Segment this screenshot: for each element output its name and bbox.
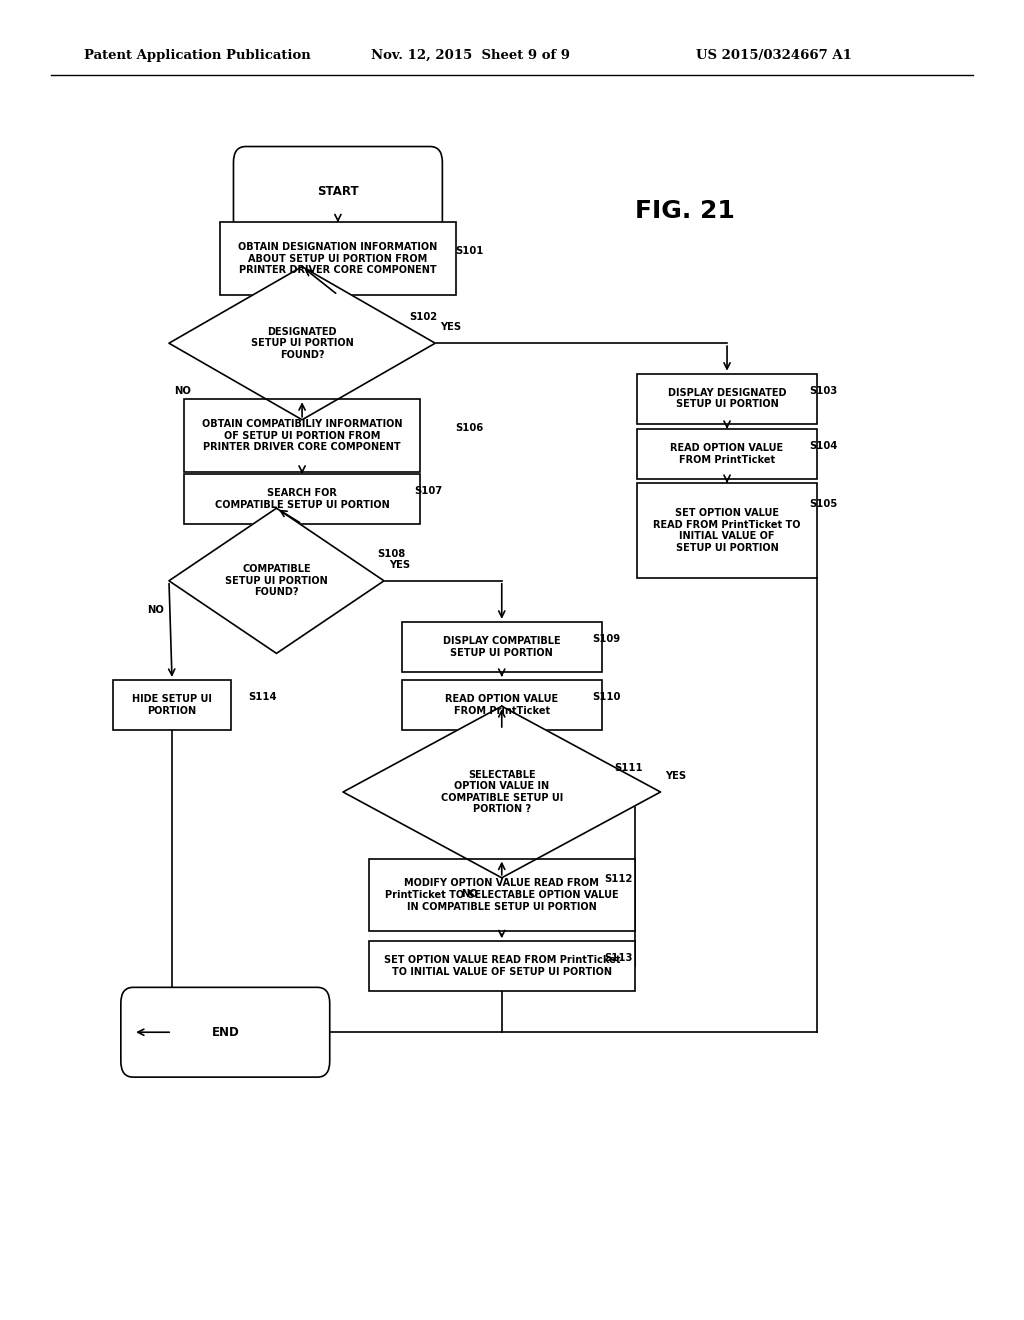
Text: DISPLAY COMPATIBLE
SETUP UI PORTION: DISPLAY COMPATIBLE SETUP UI PORTION: [443, 636, 560, 657]
Bar: [184, 474, 420, 524]
Text: DESIGNATED
SETUP UI PORTION
FOUND?: DESIGNATED SETUP UI PORTION FOUND?: [251, 326, 353, 360]
Bar: [184, 399, 420, 471]
Text: S109: S109: [592, 634, 620, 644]
Text: YES: YES: [666, 771, 687, 781]
Bar: [220, 222, 456, 296]
Text: S102: S102: [410, 312, 437, 322]
Text: S114: S114: [248, 692, 276, 702]
Text: S111: S111: [614, 763, 643, 774]
Text: S101: S101: [456, 246, 484, 256]
Text: S103: S103: [809, 385, 837, 396]
Bar: [637, 429, 816, 479]
Text: US 2015/0324667 A1: US 2015/0324667 A1: [696, 49, 852, 62]
Text: OBTAIN DESIGNATION INFORMATION
ABOUT SETUP UI PORTION FROM
PRINTER DRIVER CORE C: OBTAIN DESIGNATION INFORMATION ABOUT SET…: [239, 242, 437, 276]
Bar: [114, 680, 231, 730]
Text: NO: NO: [461, 888, 477, 899]
Text: NO: NO: [147, 605, 164, 615]
FancyBboxPatch shape: [121, 987, 330, 1077]
Text: YES: YES: [389, 560, 411, 570]
Text: START: START: [317, 185, 358, 198]
Text: S106: S106: [456, 422, 484, 433]
Text: SET OPTION VALUE
READ FROM PrintTicket TO
INITIAL VALUE OF
SETUP UI PORTION: SET OPTION VALUE READ FROM PrintTicket T…: [653, 508, 801, 553]
Text: S105: S105: [809, 499, 838, 510]
Bar: [637, 374, 816, 424]
Text: YES: YES: [440, 322, 462, 333]
Bar: [637, 483, 816, 578]
Text: S113: S113: [604, 953, 633, 964]
Text: Nov. 12, 2015  Sheet 9 of 9: Nov. 12, 2015 Sheet 9 of 9: [371, 49, 569, 62]
Text: DISPLAY DESIGNATED
SETUP UI PORTION: DISPLAY DESIGNATED SETUP UI PORTION: [668, 388, 786, 409]
Text: S110: S110: [592, 692, 621, 702]
Text: SELECTABLE
OPTION VALUE IN
COMPATIBLE SETUP UI
PORTION ?: SELECTABLE OPTION VALUE IN COMPATIBLE SE…: [440, 770, 563, 814]
Bar: [369, 941, 635, 991]
Text: SEARCH FOR
COMPATIBLE SETUP UI PORTION: SEARCH FOR COMPATIBLE SETUP UI PORTION: [215, 488, 389, 510]
Text: Patent Application Publication: Patent Application Publication: [84, 49, 310, 62]
Text: SET OPTION VALUE READ FROM PrintTicket
TO INITIAL VALUE OF SETUP UI PORTION: SET OPTION VALUE READ FROM PrintTicket T…: [384, 956, 620, 977]
Text: END: END: [211, 1026, 240, 1039]
Polygon shape: [343, 706, 660, 878]
Bar: [401, 622, 601, 672]
Text: NO: NO: [174, 385, 190, 396]
Text: READ OPTION VALUE
FROM PrintTicket: READ OPTION VALUE FROM PrintTicket: [671, 444, 783, 465]
Text: MODIFY OPTION VALUE READ FROM
PrintTicket TO SELECTABLE OPTION VALUE
IN COMPATIB: MODIFY OPTION VALUE READ FROM PrintTicke…: [385, 878, 618, 912]
Text: S108: S108: [377, 549, 406, 560]
Text: READ OPTION VALUE
FROM PrintTicket: READ OPTION VALUE FROM PrintTicket: [445, 694, 558, 715]
FancyBboxPatch shape: [233, 147, 442, 236]
Text: S112: S112: [604, 874, 633, 884]
Polygon shape: [169, 267, 435, 420]
Text: HIDE SETUP UI
PORTION: HIDE SETUP UI PORTION: [132, 694, 212, 715]
Text: FIG. 21: FIG. 21: [635, 199, 735, 223]
Text: COMPATIBLE
SETUP UI PORTION
FOUND?: COMPATIBLE SETUP UI PORTION FOUND?: [225, 564, 328, 598]
Bar: [401, 680, 601, 730]
Text: OBTAIN COMPATIBILIY INFORMATION
OF SETUP UI PORTION FROM
PRINTER DRIVER CORE COM: OBTAIN COMPATIBILIY INFORMATION OF SETUP…: [202, 418, 402, 453]
Text: S104: S104: [809, 441, 838, 451]
Bar: [369, 859, 635, 932]
Polygon shape: [169, 508, 384, 653]
Text: S107: S107: [415, 486, 442, 496]
